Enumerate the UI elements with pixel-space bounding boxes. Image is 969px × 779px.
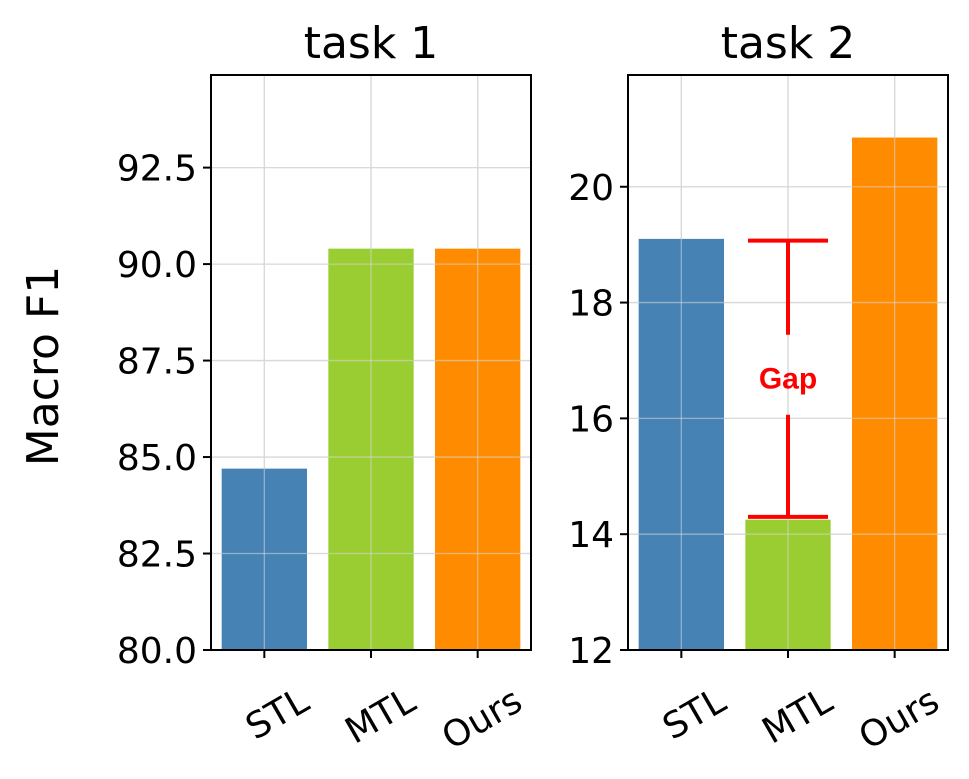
y-tick-label: 20 xyxy=(568,168,614,209)
y-tick-label: 80.0 xyxy=(117,631,197,672)
chart-panel-task-1: 80.0 82.5 85.0 87.5 90.0 92.5 STL MTL Ours task 1 xyxy=(117,18,532,758)
y-tick-label: 18 xyxy=(568,284,614,325)
x-tick-label-stl: STL xyxy=(239,680,316,748)
gap-label: Gap xyxy=(759,363,817,396)
y-tick-label: 14 xyxy=(568,515,614,556)
y-tick-label: 82.5 xyxy=(117,535,197,576)
y-tick-label: 85.0 xyxy=(117,438,197,479)
y-tick-label: 16 xyxy=(568,399,614,440)
x-tick-label-ours: Ours xyxy=(852,680,946,758)
y-axis-label: Macro F1 xyxy=(18,266,69,466)
panel-title: task 1 xyxy=(304,18,439,69)
y-tick-label: 87.5 xyxy=(117,342,197,383)
y-tick-label: 12 xyxy=(568,631,614,672)
x-tick-label-ours: Ours xyxy=(435,680,529,758)
y-tick-label: 90.0 xyxy=(117,245,197,286)
x-tick-label-stl: STL xyxy=(656,680,733,748)
y-tick-label: 92.5 xyxy=(117,149,197,190)
panel-title: task 2 xyxy=(721,18,856,69)
x-tick-label-mtl: MTL xyxy=(756,680,840,752)
chart-panel-task-2: Gap 12 14 16 18 20 STL MTL Ours task 2 xyxy=(568,18,949,758)
x-tick-label-mtl: MTL xyxy=(339,680,423,752)
